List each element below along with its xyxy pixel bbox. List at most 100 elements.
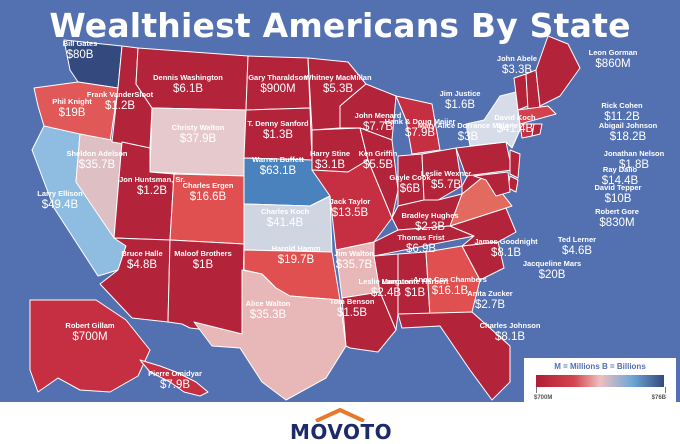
person-name: Bruce Halle (121, 249, 163, 258)
net-worth: $830M (599, 216, 635, 229)
net-worth: $19B (58, 106, 86, 119)
net-worth: $4.6B (561, 244, 593, 257)
state-ma[interactable] (517, 105, 557, 125)
person-name: Jack Taylor (329, 197, 371, 206)
state-mo[interactable] (311, 159, 393, 251)
state-label-wv: Jim Justice $1.6B (439, 89, 481, 112)
person-name: Harold Hamm (271, 244, 321, 253)
net-worth: $900M (260, 82, 296, 95)
person-name: Charles Ergen (182, 181, 234, 190)
person-name: Jim Walton (334, 249, 374, 258)
net-worth: $1.8B (618, 158, 650, 171)
person-name: Abigail Johnson (598, 121, 658, 130)
state-nj[interactable] (509, 149, 521, 179)
net-worth: $7.9B (159, 378, 191, 391)
state-label-in: Gayle Cook $6B (389, 173, 431, 196)
state-label-nh: Rick Cohen $11.2B (601, 101, 643, 124)
person-name: Pierre Omidyar (148, 369, 202, 378)
state-ga[interactable] (425, 245, 481, 317)
state-label-or: Phil Knight $19B (52, 97, 92, 120)
state-tx[interactable] (193, 269, 347, 401)
net-worth: $20B (538, 268, 566, 281)
state-label-sd: T. Denny Sanford $1.3B (247, 119, 309, 142)
net-worth: $6.1B (172, 82, 204, 95)
net-worth: $8.1B (494, 330, 526, 343)
person-name: Ted Lerner (557, 235, 597, 244)
state-ms[interactable] (373, 253, 399, 331)
state-label-tx: Alice Walton $35.3B (246, 299, 291, 322)
state-label-ks: Charles Koch $41.4B (261, 207, 309, 230)
person-name: Robert Gore (595, 207, 639, 216)
net-worth: $1.6B (444, 98, 476, 111)
net-worth: $16.1B (431, 284, 469, 297)
state-label-mt: Dennis Washington $6.1B (153, 73, 223, 96)
net-worth: $16.6B (189, 190, 227, 203)
person-name: David Tepper (594, 183, 642, 192)
net-worth: $1.2B (104, 99, 136, 112)
legend: M = Millions B = Billions $700M $76B (524, 358, 676, 408)
state-il[interactable] (359, 127, 399, 219)
state-mi[interactable] (395, 95, 441, 155)
net-worth: $5.5B (362, 158, 394, 171)
state-md[interactable] (473, 171, 511, 197)
person-name: Larry Ellison (37, 189, 83, 198)
person-name: Ray Dalio (602, 165, 638, 174)
net-worth: $6.9B (405, 242, 437, 255)
state-label-al: Marguerite Harbert $1B (381, 277, 448, 300)
legend-scale-label: M = Millions B = Billions (554, 362, 646, 371)
state-label-ok: Harold Hamm $19.7B (271, 244, 321, 267)
person-name: T. Denny Sanford (247, 119, 309, 128)
state-label-ms: Leslie Lampton $2.4B (358, 277, 414, 300)
person-name: Jim Justice (439, 89, 481, 98)
person-name: Christy Walton (171, 123, 225, 132)
state-label-az: Bruce Halle $4.8B (121, 249, 163, 272)
net-worth: $35.7B (78, 158, 116, 171)
net-worth: $4.8B (126, 258, 158, 271)
state-label-co: Charles Ergen $16.6B (182, 181, 234, 204)
state-label-nv: Sheldon Adelson $35.7B (67, 149, 128, 172)
person-name: Leon Gorman (588, 48, 638, 57)
state-label-wi: John Menard $7.7B (355, 111, 402, 134)
state-label-tn: Thomas Frist $6.9B (397, 233, 445, 256)
net-worth: $3B (457, 130, 479, 143)
net-worth: $1B (192, 258, 214, 271)
person-name: Rick Cohen (601, 101, 643, 110)
state-ny[interactable] (465, 91, 521, 149)
person-name: Whitney MacMillan (304, 73, 372, 82)
person-name: Tom Benson (329, 297, 375, 306)
net-worth: $14.4B (601, 174, 639, 187)
net-worth: $1.3B (262, 128, 294, 141)
state-ks[interactable] (243, 195, 333, 253)
person-name: Ken Griffin (358, 149, 398, 158)
person-name: Leslie Lampton (358, 277, 414, 286)
person-name: Gayle Cook (389, 173, 431, 182)
net-worth: $8.1B (490, 246, 522, 259)
logo-text: MOVOTO (290, 420, 393, 444)
net-worth: $35.3B (249, 308, 287, 321)
state-label-pa: Mary Alice Dorrance Malone $3B (417, 121, 519, 144)
state-oh[interactable] (421, 147, 463, 201)
person-name: Anita Zucker (467, 289, 513, 298)
net-worth: $6B (399, 182, 421, 195)
state-label-ky: Bradley Hughes $2.3B (401, 211, 458, 234)
state-label-ak: Robert Gillam $700M (65, 321, 114, 344)
legend-ticks (536, 387, 666, 393)
person-name: Mary Alice Dorrance Malone (417, 121, 519, 130)
state-me[interactable] (535, 35, 581, 107)
page-title: Wealthiest Americans By State (49, 6, 631, 45)
state-fl[interactable] (397, 311, 511, 401)
state-ak[interactable] (29, 299, 151, 393)
movoto-logo: MOVOTO (290, 406, 393, 444)
person-name: Dennis Washington (153, 73, 223, 82)
state-ri[interactable] (531, 123, 543, 137)
person-name: Gary Tharaldson (248, 73, 308, 82)
person-name: John Abele (496, 54, 538, 63)
person-name: Maloof Brothers (174, 249, 232, 258)
net-worth: $700M (72, 330, 108, 343)
net-worth: $860M (595, 57, 631, 70)
person-name: Thomas Frist (397, 233, 445, 242)
state-hi[interactable] (139, 359, 209, 397)
net-worth: $3.3B (501, 63, 533, 76)
